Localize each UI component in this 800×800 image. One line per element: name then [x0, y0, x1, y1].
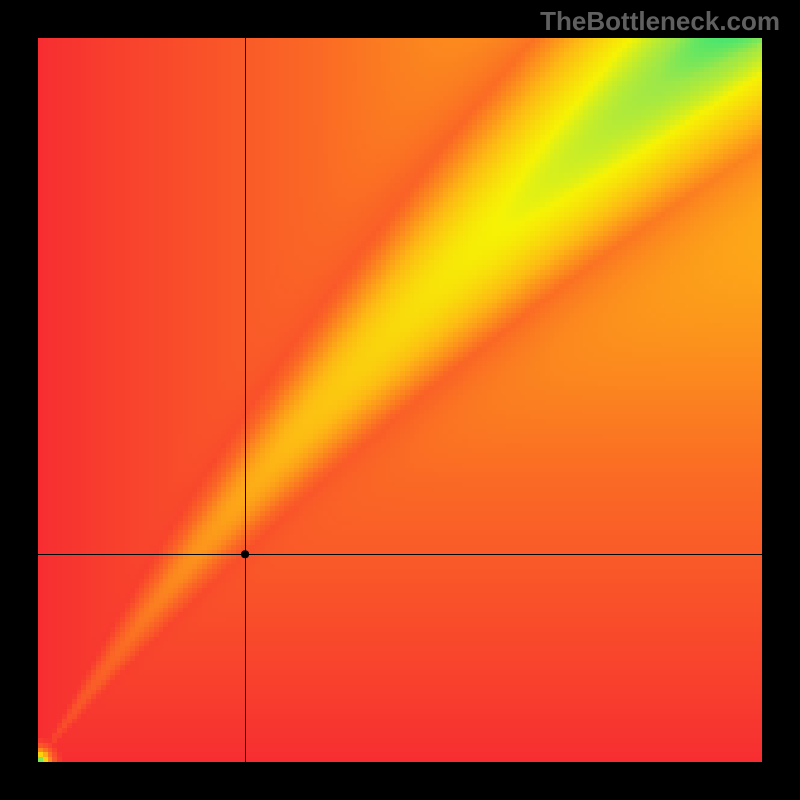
watermark-text: TheBottleneck.com [540, 6, 780, 37]
bottleneck-heatmap [38, 38, 762, 762]
